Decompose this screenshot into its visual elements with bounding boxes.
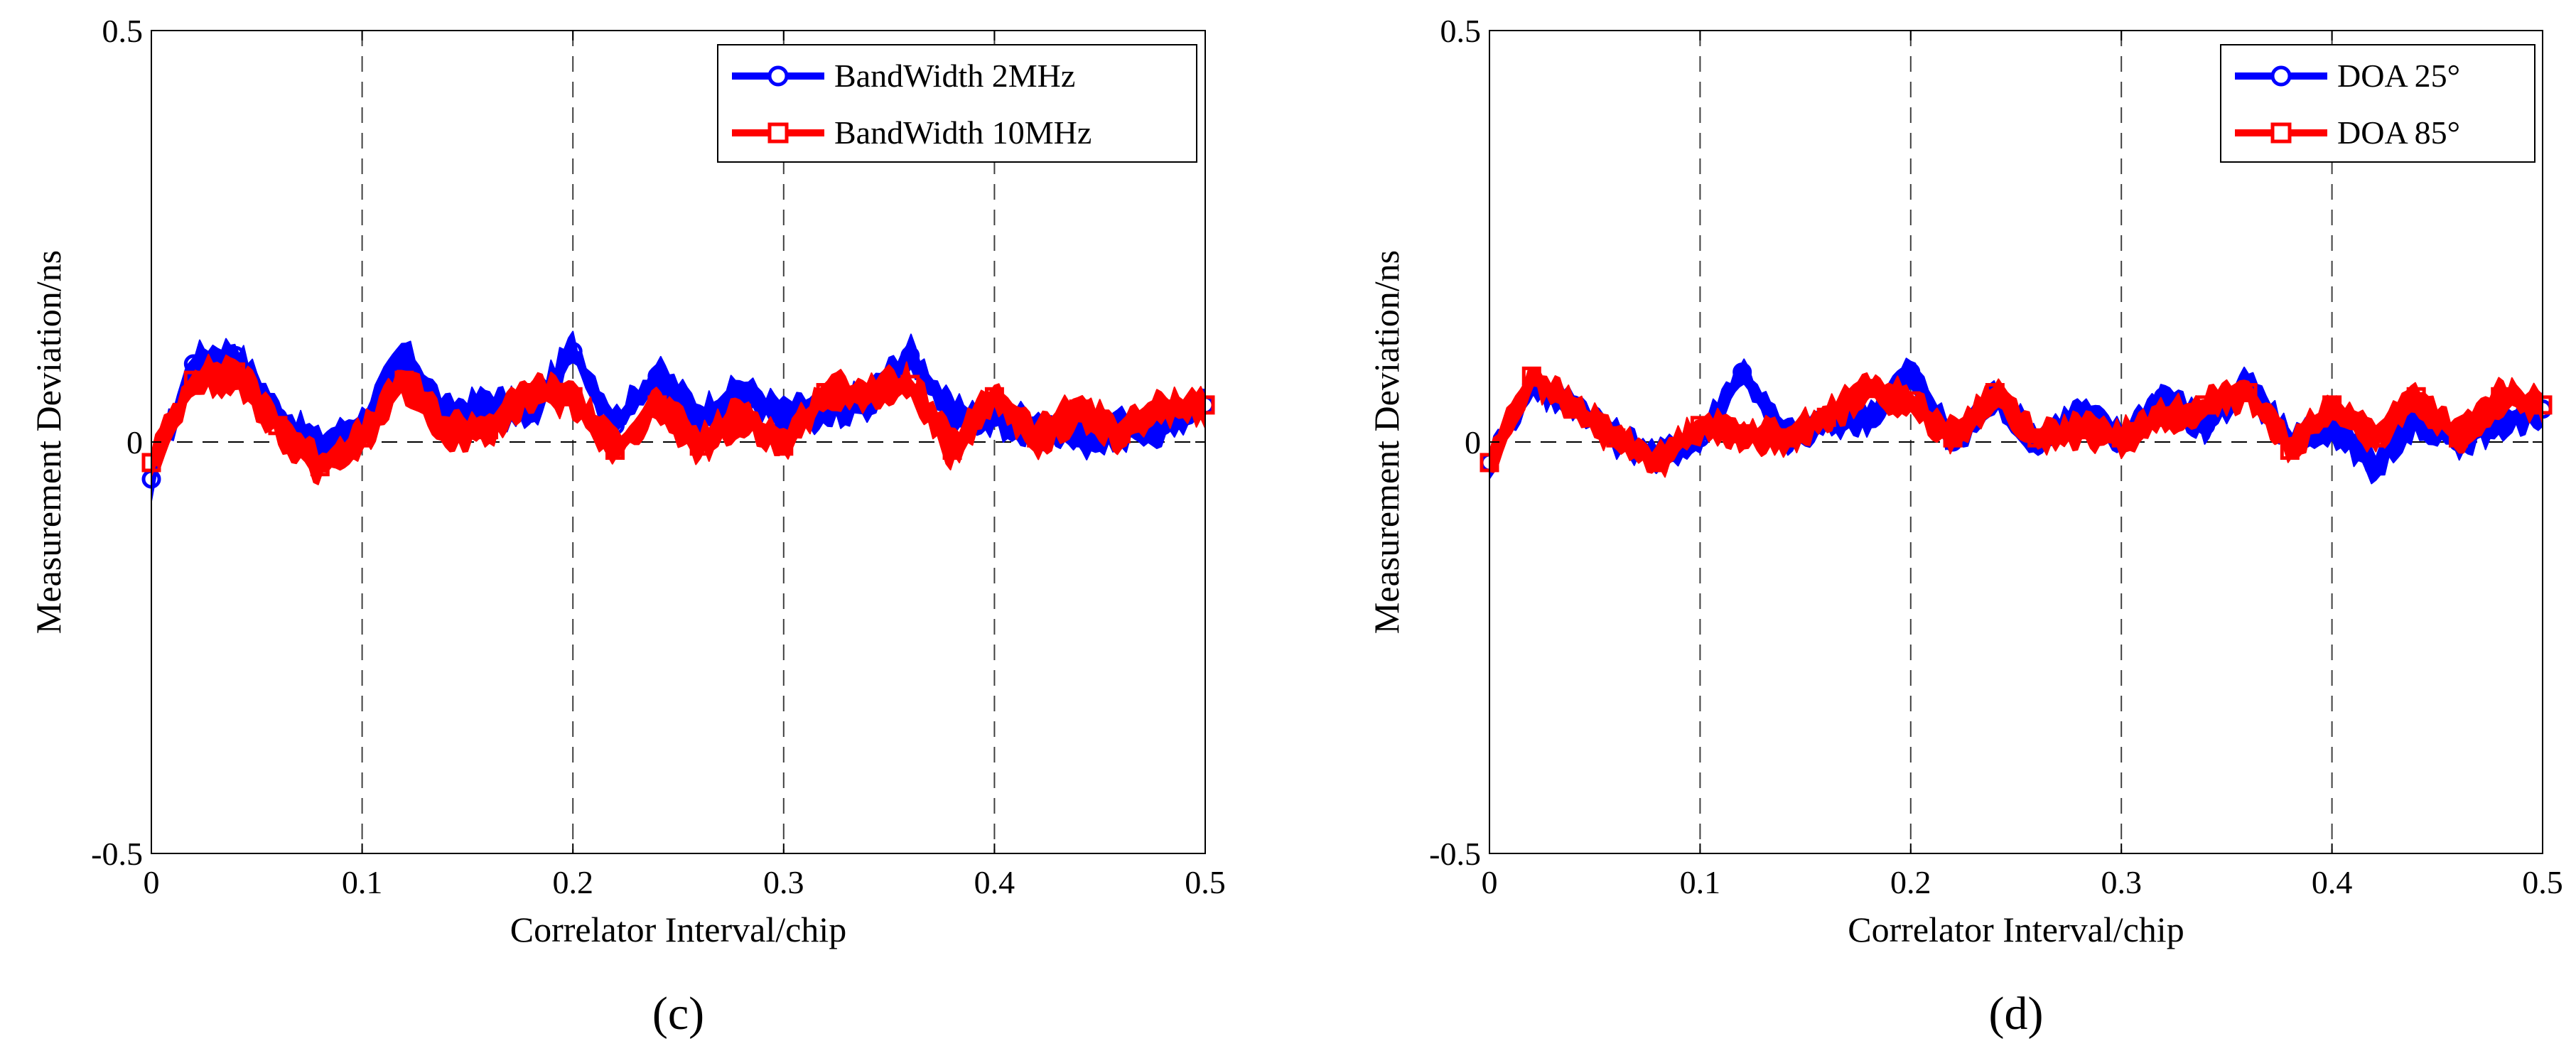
x-tick-label: 0: [144, 864, 160, 900]
legend: DOA 25° DOA 85°: [2220, 44, 2535, 163]
data-point-series-2: [1521, 366, 1541, 386]
data-point-series-1: [479, 395, 499, 415]
y-tick-label: 0.5: [1440, 13, 1482, 49]
data-point-series-1: [647, 366, 667, 386]
x-tick-label: 0.2: [1890, 864, 1931, 900]
x-axis-label: Correlator Interval/chip: [1848, 910, 2184, 949]
data-point-series-2: [394, 370, 414, 390]
data-point-series-2: [436, 420, 456, 440]
data-point-series-2: [2196, 395, 2216, 415]
data-point-series-2: [2153, 407, 2173, 427]
data-point-series-2: [900, 374, 920, 394]
data-point-series-2: [2111, 428, 2131, 448]
data-point-series-2: [984, 387, 1004, 406]
y-tick-label: 0: [1465, 424, 1481, 460]
panel-caption: (d): [1989, 988, 2044, 1040]
data-point-series-2: [352, 428, 372, 448]
legend-box: [717, 44, 1197, 163]
data-point-series-2: [774, 436, 794, 456]
data-point-series-2: [2027, 428, 2047, 448]
data-point-series-2: [1690, 416, 1710, 436]
y-tick-label: -0.5: [91, 836, 143, 872]
data-point-series-2: [1648, 453, 1668, 473]
data-point-series-2: [2406, 387, 2426, 406]
data-point-series-2: [2491, 387, 2511, 406]
data-point-series-2: [2364, 428, 2384, 448]
legend-marker-square: [2270, 122, 2292, 144]
x-axis-label: Correlator Interval/chip: [510, 910, 846, 949]
x-tick-label: 0.3: [763, 864, 804, 900]
data-point-series-2: [2238, 383, 2258, 403]
x-tick-label: 0.5: [1185, 864, 1226, 900]
data-point-series-1: [2364, 457, 2384, 477]
x-tick-label: 0.1: [1680, 864, 1721, 900]
data-point-series-1: [1901, 362, 1921, 382]
data-point-series-1: [731, 383, 751, 403]
data-point-series-2: [2448, 428, 2468, 448]
data-point-series-2: [521, 383, 541, 403]
legend-marker-circle: [2270, 65, 2292, 87]
data-point-series-2: [479, 420, 499, 440]
x-tick-label: 0.4: [2312, 864, 2353, 900]
data-point-series-2: [858, 383, 878, 403]
data-point-series-1: [1732, 362, 1752, 382]
legend-marker-circle: [767, 65, 789, 87]
data-point-series-2: [1901, 391, 1921, 411]
data-point-series-2: [1859, 379, 1879, 399]
y-axis-label: Measurement Deviation/ns: [28, 250, 68, 634]
x-tick-label: 0: [1482, 864, 1498, 900]
data-point-series-1: [394, 345, 414, 365]
legend: BandWidth 2MHz BandWidth 10MHz: [717, 44, 1197, 163]
data-point-series-2: [1111, 424, 1131, 443]
legend-label-2: BandWidth 10MHz: [834, 114, 1092, 151]
legend-label-1: BandWidth 2MHz: [834, 58, 1075, 94]
data-point-series-2: [689, 436, 709, 456]
x-tick-label: 0.4: [974, 864, 1015, 900]
data-point-series-2: [1774, 428, 1794, 448]
data-point-series-2: [1069, 399, 1089, 419]
data-point-series-2: [563, 387, 583, 406]
x-tick-label: 0.2: [552, 864, 593, 900]
data-point-series-2: [605, 441, 625, 460]
data-point-series-2: [1985, 383, 2005, 403]
data-point-series-2: [226, 362, 246, 382]
y-tick-label: -0.5: [1429, 836, 1481, 872]
data-point-series-2: [183, 370, 203, 390]
panel-caption: (c): [652, 988, 704, 1040]
data-point-series-1: [563, 342, 583, 362]
data-point-series-2: [1816, 407, 1836, 427]
data-point-series-2: [1943, 428, 1963, 448]
legend-marker-square: [767, 122, 789, 144]
data-point-series-2: [2069, 420, 2089, 440]
data-point-series-2: [2280, 441, 2300, 460]
data-point-series-1: [1069, 428, 1089, 448]
data-point-series-1: [689, 407, 709, 427]
legend-label-1: DOA 25°: [2337, 58, 2460, 94]
data-point-series-2: [1606, 428, 1626, 448]
data-point-series-2: [268, 416, 288, 436]
y-tick-label: 0.5: [102, 13, 144, 49]
y-axis-label: Measurement Deviation/ns: [1367, 250, 1406, 634]
data-point-series-2: [1153, 399, 1173, 419]
data-point-series-2: [2322, 395, 2342, 415]
data-point-series-1: [900, 345, 920, 365]
data-point-series-2: [942, 441, 962, 460]
data-point-series-2: [647, 395, 667, 415]
data-point-series-2: [816, 383, 836, 403]
data-point-series-2: [731, 403, 751, 423]
y-tick-label: 0: [126, 424, 143, 460]
legend-label-2: DOA 85°: [2337, 114, 2460, 151]
data-point-series-1: [1859, 407, 1879, 427]
data-point-series-2: [310, 457, 330, 477]
x-tick-label: 0.3: [2101, 864, 2142, 900]
x-tick-label: 0.5: [2522, 864, 2563, 900]
x-tick-label: 0.1: [342, 864, 383, 900]
data-point-series-2: [1027, 428, 1047, 448]
data-point-series-1: [774, 407, 794, 427]
data-point-series-2: [1564, 399, 1584, 419]
data-point-series-2: [1732, 424, 1752, 443]
